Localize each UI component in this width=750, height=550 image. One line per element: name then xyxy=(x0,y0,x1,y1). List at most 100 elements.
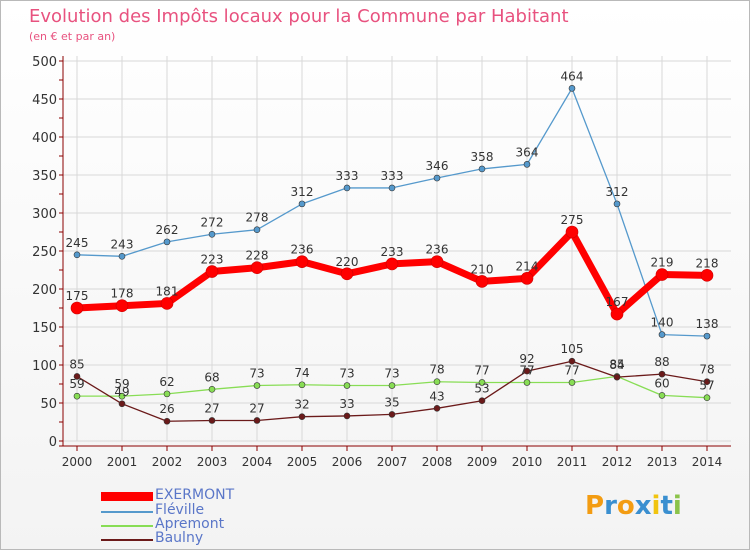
data-point xyxy=(253,417,261,424)
x-tick-label: 2002 xyxy=(152,455,183,469)
data-point xyxy=(343,184,351,192)
data-point xyxy=(703,378,711,386)
legend-label: Baulny xyxy=(155,530,204,546)
data-point xyxy=(388,411,396,418)
chart-title: Evolution des Impôts locaux pour la Comm… xyxy=(29,6,569,27)
data-label: 140 xyxy=(651,316,674,330)
data-point xyxy=(298,200,306,208)
data-point xyxy=(658,392,666,399)
y-tick-label: 200 xyxy=(32,283,57,298)
data-point xyxy=(163,417,171,425)
data-point xyxy=(433,378,441,386)
data-point xyxy=(73,373,81,380)
data-label: 73 xyxy=(249,367,264,381)
data-label: 181 xyxy=(156,284,179,298)
data-point xyxy=(658,331,666,338)
data-point xyxy=(208,386,216,393)
series-exermont xyxy=(70,225,714,321)
data-label: 92 xyxy=(519,352,534,366)
data-label: 243 xyxy=(111,237,134,251)
data-label: 358 xyxy=(471,150,494,164)
data-point xyxy=(703,332,711,340)
proxiti-logo: Proxiti xyxy=(585,491,682,521)
data-label: 220 xyxy=(336,255,359,269)
x-tick-label: 2004 xyxy=(242,455,273,469)
data-label: 262 xyxy=(156,223,179,237)
data-point xyxy=(385,257,399,271)
data-point xyxy=(163,238,171,246)
data-point xyxy=(568,357,576,365)
x-tick-label: 2013 xyxy=(647,455,678,469)
y-tick-label: 450 xyxy=(32,93,57,108)
data-label: 178 xyxy=(111,287,134,301)
data-label: 228 xyxy=(246,249,269,263)
y-tick-label: 50 xyxy=(40,397,57,412)
x-tick-label: 2009 xyxy=(467,455,498,469)
x-tick-label: 2006 xyxy=(332,455,363,469)
data-point xyxy=(118,392,126,400)
legend-label: Fléville xyxy=(155,502,205,518)
data-label: 333 xyxy=(336,169,359,183)
data-label: 278 xyxy=(246,211,269,225)
logo-letter: o xyxy=(616,491,635,521)
legend-label: EXERMONT xyxy=(155,487,235,503)
data-label: 88 xyxy=(654,355,669,369)
data-point xyxy=(163,390,171,398)
data-point xyxy=(478,397,486,405)
data-label: 35 xyxy=(384,395,399,409)
logo-letter: t xyxy=(660,491,673,521)
data-label: 272 xyxy=(201,215,224,229)
data-label: 167 xyxy=(606,295,629,309)
data-point xyxy=(475,275,489,288)
data-point xyxy=(208,417,216,424)
data-label: 57 xyxy=(699,379,714,393)
logo-letter: x xyxy=(634,491,652,521)
data-point xyxy=(160,297,174,310)
y-tick-label: 150 xyxy=(32,321,57,336)
data-label: 33 xyxy=(339,397,354,411)
data-label: 333 xyxy=(381,169,404,183)
data-label: 26 xyxy=(159,402,174,416)
data-point xyxy=(478,165,486,173)
legend-swatch xyxy=(101,539,153,541)
data-point xyxy=(433,174,441,182)
data-point xyxy=(343,382,351,389)
data-label: 346 xyxy=(426,159,449,173)
logo-letter: i xyxy=(651,491,661,521)
data-label: 236 xyxy=(426,243,449,257)
data-point xyxy=(115,299,129,313)
data-label: 78 xyxy=(699,363,714,377)
data-label: 77 xyxy=(564,363,579,377)
data-label: 236 xyxy=(291,243,314,257)
y-tick-label: 250 xyxy=(32,245,57,260)
legend-swatch xyxy=(101,525,153,527)
data-label: 233 xyxy=(381,245,404,259)
data-point xyxy=(613,200,621,208)
legend-label: Apremont xyxy=(155,516,225,532)
series-baulny xyxy=(73,357,711,425)
data-label: 77 xyxy=(474,363,489,377)
y-tick-label: 100 xyxy=(32,359,57,374)
data-label: 68 xyxy=(204,370,219,384)
data-point xyxy=(568,85,576,92)
data-label: 210 xyxy=(471,262,494,276)
data-label: 464 xyxy=(561,69,584,83)
data-point xyxy=(73,251,81,259)
y-tick-label: 350 xyxy=(32,169,57,184)
data-point xyxy=(523,161,531,168)
data-label: 53 xyxy=(474,382,489,396)
data-label: 312 xyxy=(291,185,314,199)
x-tick-label: 2011 xyxy=(557,455,588,469)
data-point xyxy=(253,382,261,389)
data-label: 32 xyxy=(294,398,309,412)
data-label: 49 xyxy=(114,385,129,399)
data-label: 73 xyxy=(384,367,399,381)
data-label: 62 xyxy=(159,375,174,389)
data-point xyxy=(613,373,621,381)
data-point xyxy=(433,405,441,412)
data-label: 105 xyxy=(561,342,584,356)
y-tick-label: 300 xyxy=(32,207,57,222)
logo-letter: r xyxy=(604,491,617,521)
data-point xyxy=(343,412,351,420)
